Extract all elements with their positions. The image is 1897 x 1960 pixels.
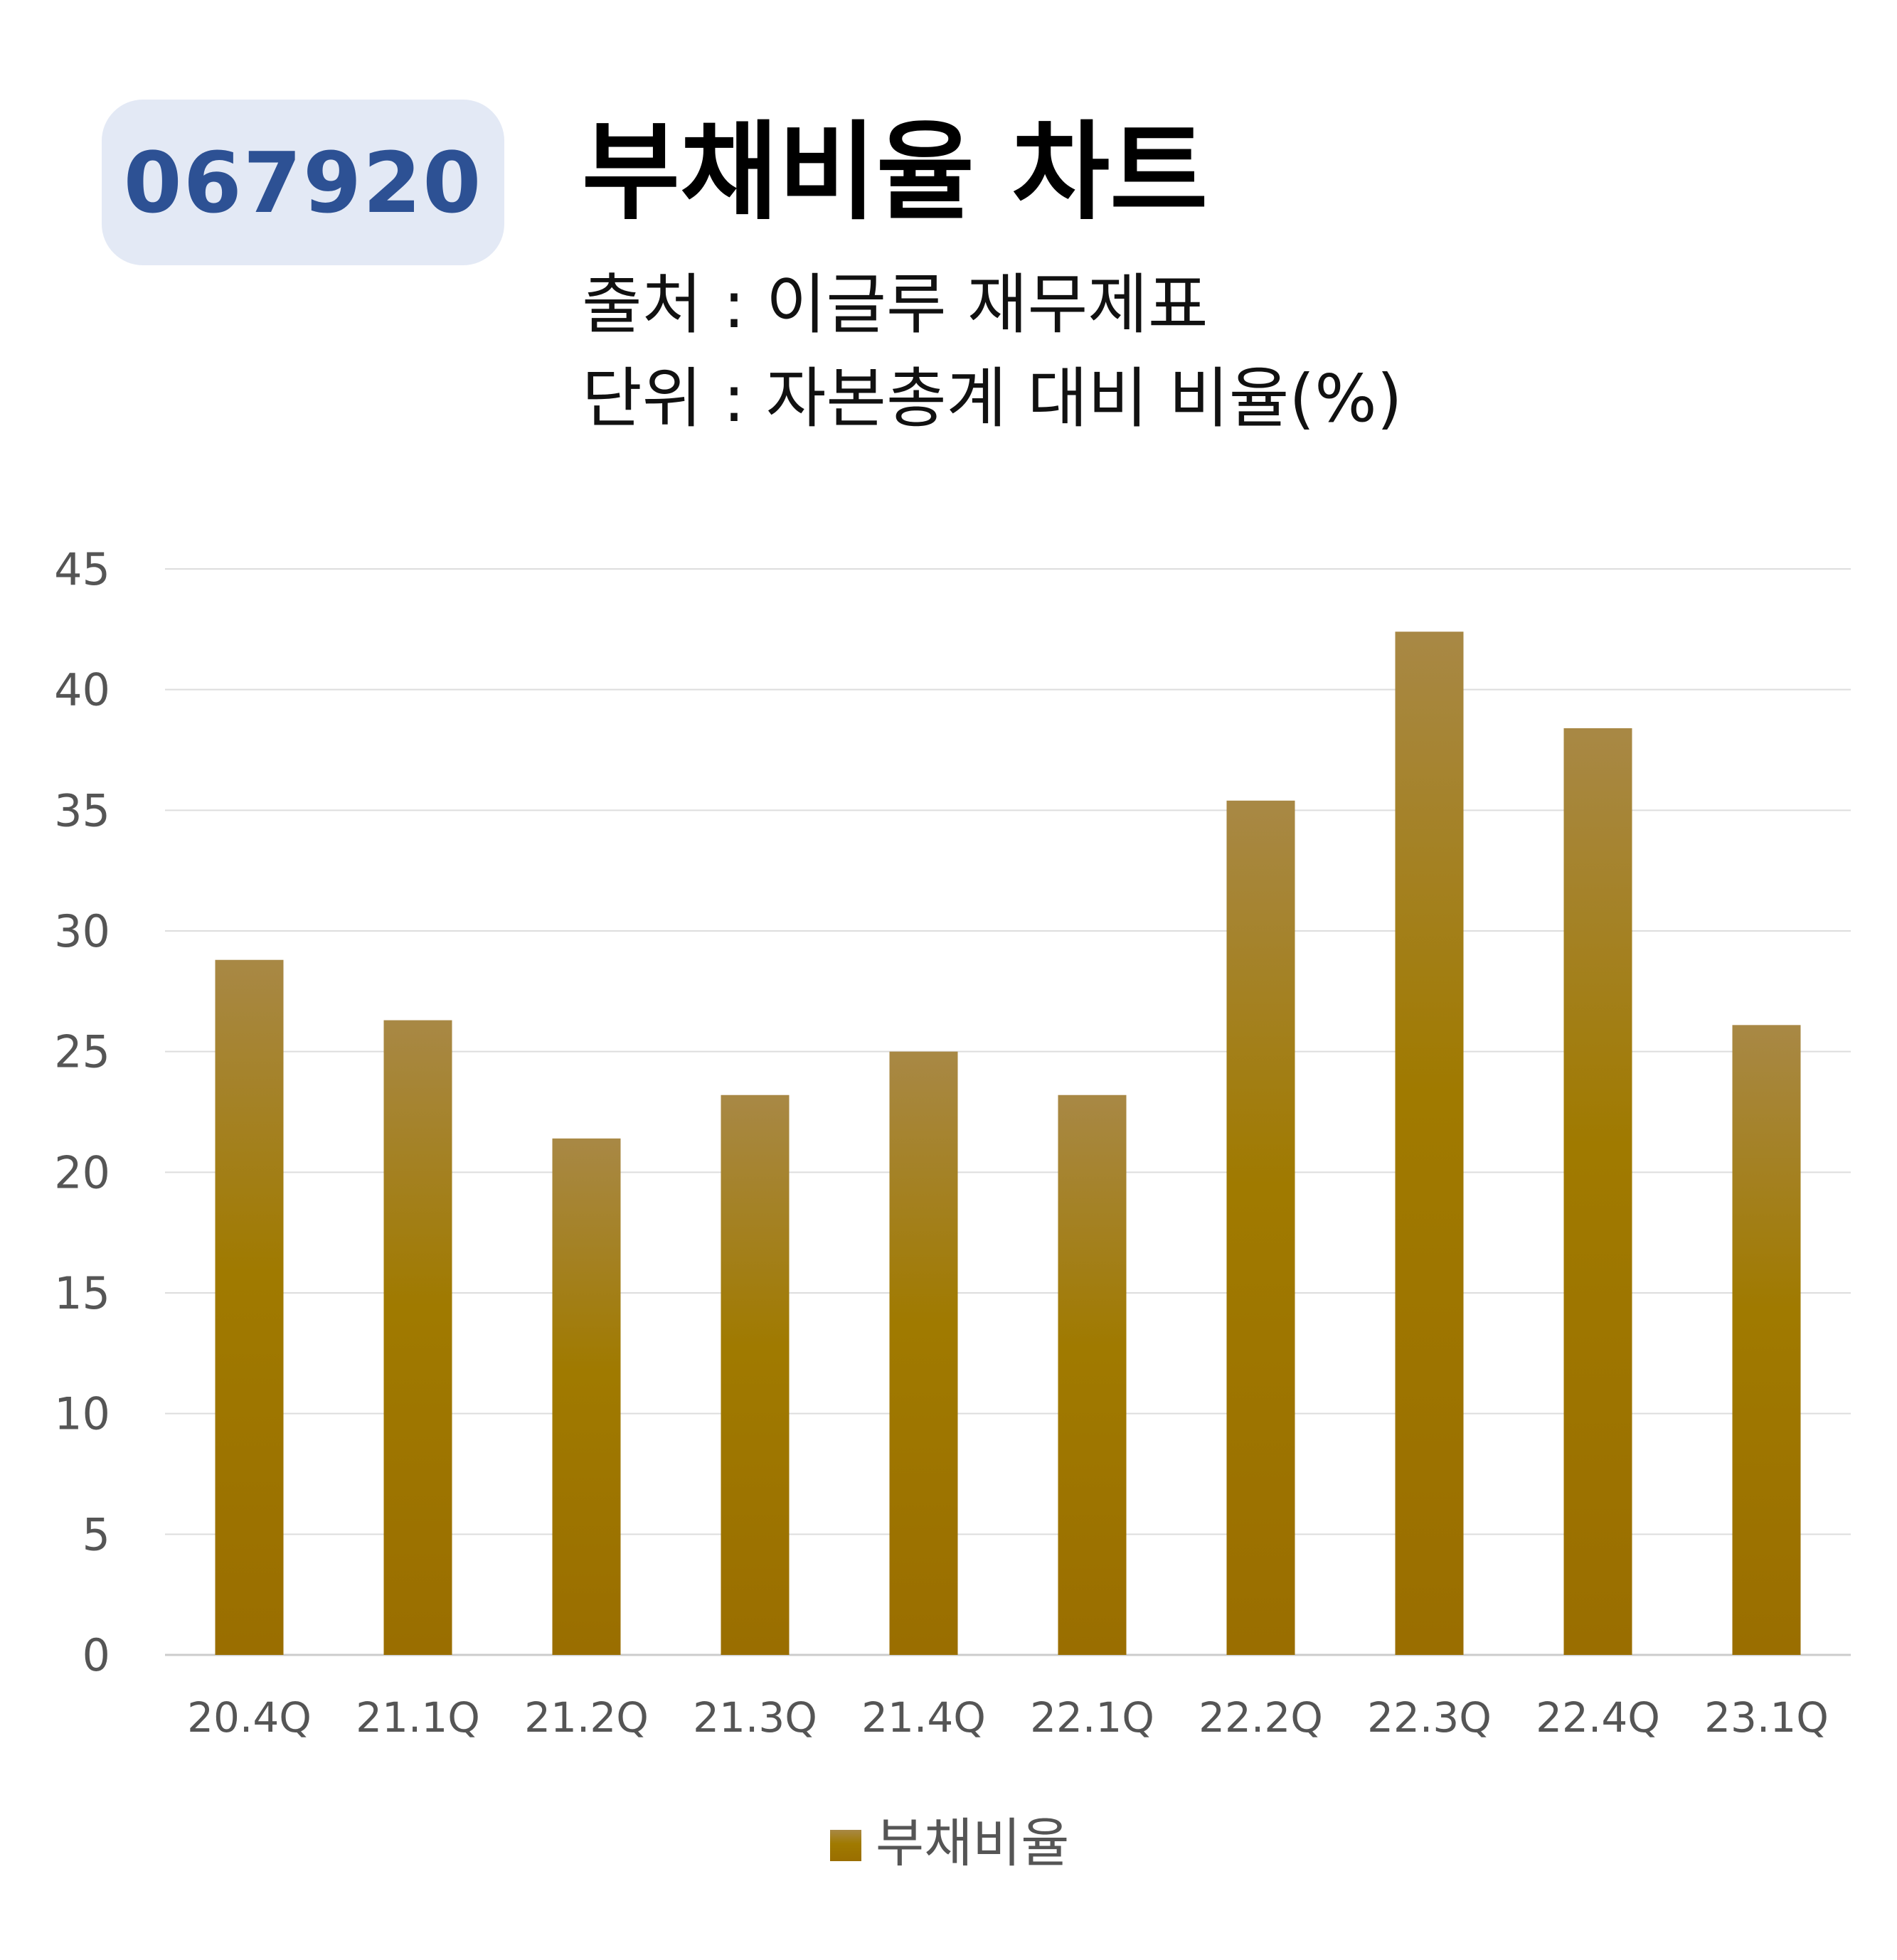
bar-22.2Q — [1226, 800, 1295, 1655]
source-line: 출처 : 이글루 재무제표 — [582, 267, 1208, 343]
x-tick-label: 22.2Q — [1199, 1693, 1323, 1742]
x-tick-label: 21.4Q — [861, 1693, 986, 1742]
bar-22.1Q — [1058, 1094, 1127, 1655]
x-tick-label: 21.2Q — [524, 1693, 649, 1742]
legend-label: 부채비율 — [876, 1813, 1069, 1874]
unit-line: 단위 : 자본총계 대비 비율(%) — [582, 361, 1403, 437]
x-tick-label: 22.3Q — [1367, 1693, 1492, 1742]
y-axis-ticks: 0 5 10 15 20 25 30 35 40 45 — [54, 543, 110, 1681]
bar-21.2Q — [552, 1138, 621, 1655]
x-tick-label: 23.1Q — [1704, 1693, 1829, 1742]
y-tick-label: 15 — [54, 1267, 110, 1319]
y-tick-label: 40 — [54, 664, 110, 716]
y-tick-label: 45 — [54, 543, 110, 595]
bars — [215, 632, 1801, 1656]
stock-code-badge: 067920 — [102, 100, 504, 265]
y-tick-label: 10 — [54, 1388, 110, 1440]
page-title: 부채비율 차트 — [582, 111, 1208, 235]
y-tick-label: 0 — [83, 1629, 110, 1681]
y-tick-label: 5 — [83, 1508, 110, 1560]
legend: 부채비율 — [830, 1813, 1069, 1874]
bar-23.1Q — [1732, 1025, 1801, 1655]
y-tick-label: 30 — [54, 905, 110, 957]
x-tick-label: 21.1Q — [356, 1693, 480, 1742]
x-tick-label: 21.3Q — [693, 1693, 817, 1742]
stock-code: 067920 — [123, 133, 483, 232]
y-tick-label: 35 — [54, 784, 110, 836]
bar-20.4Q — [215, 959, 284, 1655]
x-tick-label: 22.4Q — [1536, 1693, 1660, 1742]
x-tick-label: 20.4Q — [187, 1693, 312, 1742]
bar-21.3Q — [721, 1094, 790, 1655]
y-tick-label: 20 — [54, 1146, 110, 1198]
bar-21.4Q — [889, 1051, 958, 1655]
y-tick-label: 25 — [54, 1026, 110, 1078]
legend-swatch — [830, 1830, 861, 1861]
x-tick-label: 22.1Q — [1030, 1693, 1154, 1742]
bar-21.1Q — [383, 1020, 452, 1655]
bar-22.3Q — [1395, 632, 1464, 1655]
bar-22.4Q — [1563, 728, 1632, 1656]
x-axis-ticks: 20.4Q 21.1Q 21.2Q 21.3Q 21.4Q 22.1Q 22.2Q 22.3Q… — [187, 1693, 1829, 1742]
